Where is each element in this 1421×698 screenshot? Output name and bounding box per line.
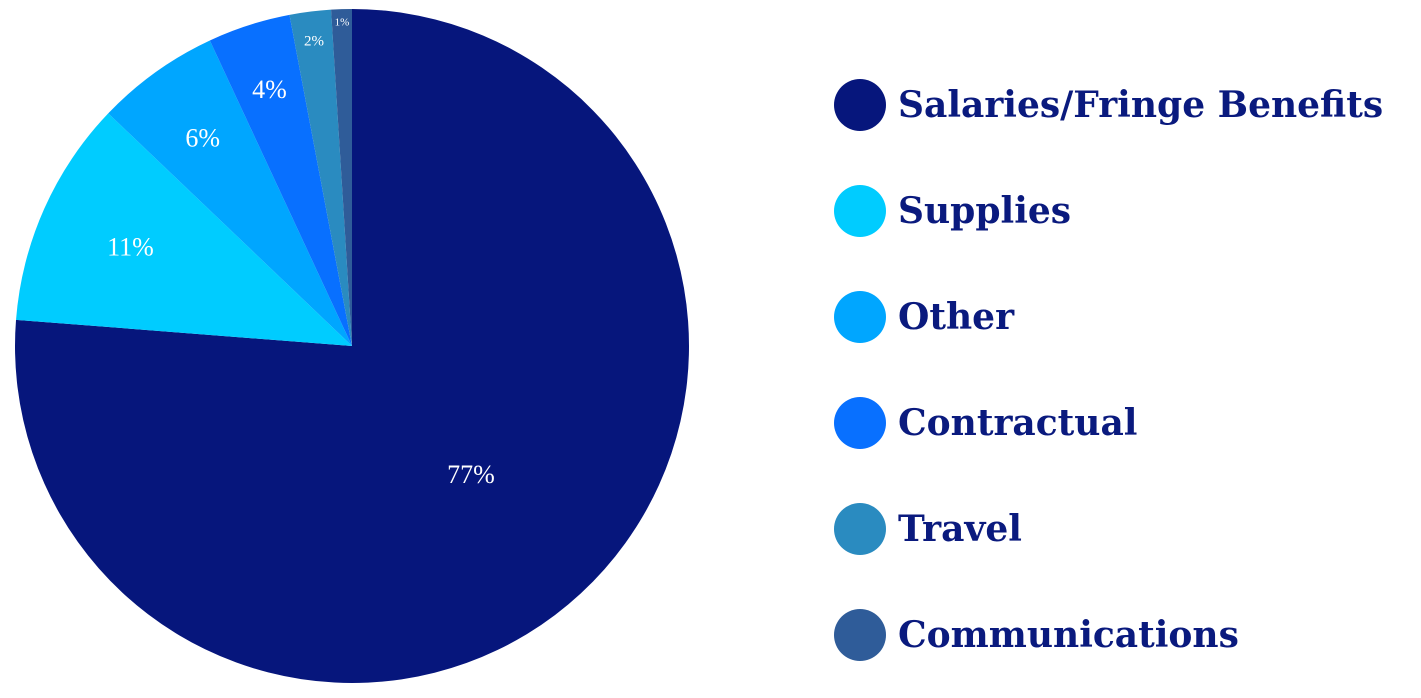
legend-label: Supplies xyxy=(898,190,1072,232)
pie-slice-salaries-fringe-benefits xyxy=(14,9,690,683)
pie-slice-communications xyxy=(331,9,352,346)
legend-label: Travel xyxy=(898,508,1022,550)
legend-swatch xyxy=(834,609,886,661)
legend-swatch xyxy=(834,79,886,131)
slice-label: 4% xyxy=(252,75,287,104)
legend-label: Contractual xyxy=(898,402,1138,444)
legend-label: Communications xyxy=(898,614,1239,656)
legend-item: Communications xyxy=(834,582,1414,688)
pie-slice-contractual xyxy=(209,14,352,346)
legend-swatch xyxy=(834,397,886,449)
slice-label: 2% xyxy=(304,34,324,50)
legend-swatch xyxy=(834,503,886,555)
legend-item: Salaries/Fringe Benefits xyxy=(834,52,1414,158)
legend: Salaries/Fringe Benefits Supplies Other Con… xyxy=(834,52,1414,688)
pie-slice-other xyxy=(108,40,352,347)
slice-label: 6% xyxy=(185,123,220,152)
legend-label: Other xyxy=(898,296,1015,338)
legend-item: Contractual xyxy=(834,370,1414,476)
legend-label: Salaries/Fringe Benefits xyxy=(898,84,1384,126)
legend-item: Supplies xyxy=(834,158,1414,264)
pie-slice-labels: 77% 11% 6% 4% 2% 1% xyxy=(107,17,495,489)
pie-slices xyxy=(14,9,690,683)
legend-swatch xyxy=(834,185,886,237)
pie-slice-supplies xyxy=(16,113,352,346)
slice-label: 11% xyxy=(107,233,154,262)
legend-item: Travel xyxy=(834,476,1414,582)
pie-slice-travel xyxy=(289,9,352,347)
legend-swatch xyxy=(834,291,886,343)
slice-label: 1% xyxy=(335,17,350,29)
legend-item: Other xyxy=(834,264,1414,370)
slice-label: 77% xyxy=(447,460,495,489)
